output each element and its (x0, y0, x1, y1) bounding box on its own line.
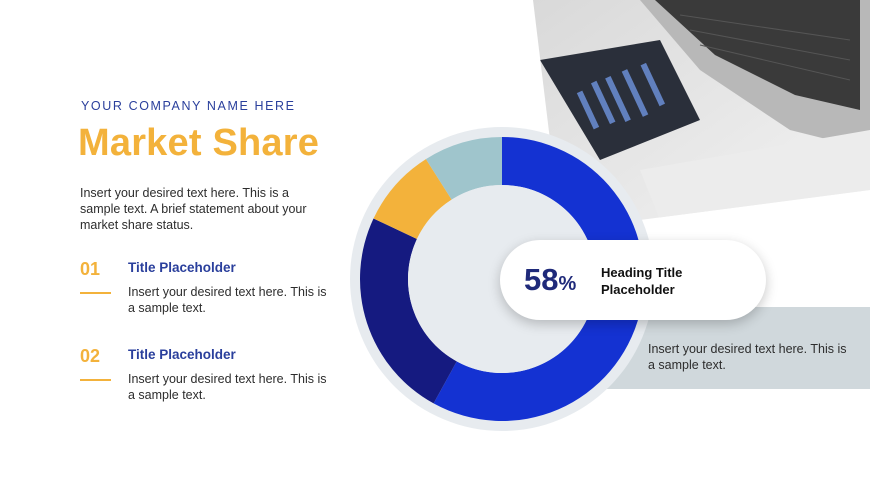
item-text-2: Insert your desired text here. This is a… (128, 372, 327, 402)
intro-text: Insert your desired text here. This is a… (80, 186, 307, 232)
item-number-2: 02 (80, 346, 101, 366)
page-title: Market Share (78, 122, 320, 164)
percentage-value: 58% (524, 262, 576, 298)
donut-slice-3 (373, 159, 452, 239)
company-name: YOUR COMPANY NAME HERE (81, 99, 296, 113)
donut-slice-4 (425, 137, 502, 200)
item-title-2: Title Placeholder (128, 347, 236, 362)
callout-title: Heading Title Placeholder (601, 265, 683, 297)
item-number-1: 01 (80, 259, 101, 279)
donut-slice-1 (433, 137, 644, 421)
item-divider-2 (80, 379, 111, 381)
percentage-callout: 58% Heading Title Placeholder (500, 240, 766, 320)
item-title-1: Title Placeholder (128, 260, 236, 275)
item-divider-1 (80, 292, 111, 294)
item-text-1: Insert your desired text here. This is a… (128, 285, 327, 315)
percentage-unit: % (558, 273, 577, 295)
donut-slice-2 (359, 218, 457, 404)
percentage-number: 58 (524, 262, 559, 297)
panel-text: Insert your desired text here. This is a… (648, 342, 847, 372)
